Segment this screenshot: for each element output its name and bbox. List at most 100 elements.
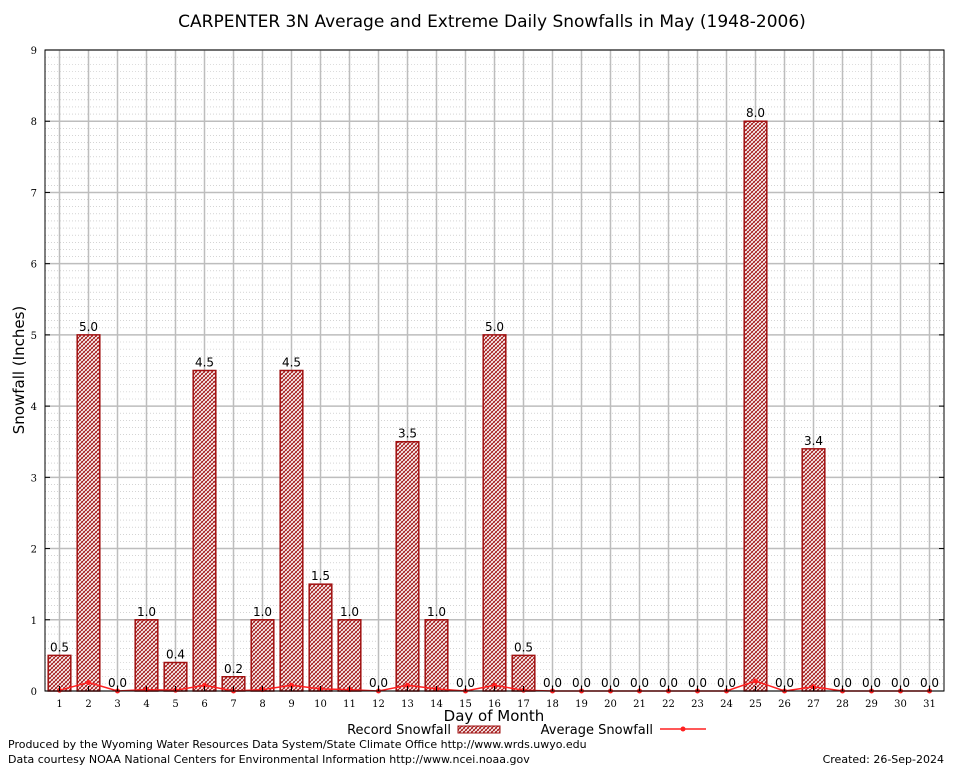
footer-produced-by: Produced by the Wyoming Water Resources … (8, 738, 587, 751)
bar-label-day-9: 4.5 (282, 356, 301, 370)
average-point-day-9 (289, 682, 294, 688)
bar-day-27 (801, 448, 826, 692)
bar-label-day-13: 3.5 (398, 427, 417, 441)
average-point-day-16 (492, 682, 497, 688)
bar-label-day-3: 0.0 (108, 676, 127, 690)
legend-record-label: Record Snowfall (347, 723, 451, 738)
x-tick-label: 31 (923, 699, 936, 710)
bar-label-day-8: 1.0 (253, 605, 272, 619)
y-tick-label: 2 (31, 545, 37, 556)
legend-record-swatch (457, 725, 501, 734)
x-tick-label: 23 (691, 699, 704, 710)
bar-label-day-16: 5.0 (485, 320, 504, 334)
bar-day-10 (308, 583, 333, 692)
x-tick-label: 20 (604, 699, 617, 710)
bar-label-day-31: 0.0 (920, 676, 939, 690)
bar-label-day-21: 0.0 (630, 676, 649, 690)
x-tick-label: 4 (143, 699, 149, 710)
y-tick-label: 6 (31, 260, 37, 271)
y-tick-label: 1 (31, 616, 37, 627)
legend-average-label: Average Snowfall (541, 723, 653, 738)
x-tick-label: 27 (807, 699, 820, 710)
bar-label-day-14: 1.0 (427, 605, 446, 619)
y-tick-label: 5 (31, 331, 37, 342)
bar-day-11 (337, 619, 362, 692)
bars (47, 120, 826, 692)
x-tick-label: 13 (401, 699, 414, 710)
x-tick-label: 26 (778, 699, 791, 710)
x-tick-label: 3 (114, 699, 120, 710)
bar-label-day-12: 0.0 (369, 676, 388, 690)
bar-label-day-1: 0.5 (50, 640, 69, 654)
x-tick-label: 21 (633, 699, 646, 710)
x-tick-label: 9 (288, 699, 294, 710)
bar-label-day-19: 0.0 (572, 676, 591, 690)
y-tick-label: 4 (31, 402, 37, 413)
x-tick-label: 5 (172, 699, 178, 710)
average-point-day-6 (202, 682, 207, 688)
x-tick-label: 28 (836, 699, 849, 710)
x-tick-label: 1 (56, 699, 62, 710)
x-tick-label: 24 (720, 699, 733, 710)
bar-label-day-28: 0.0 (833, 676, 852, 690)
y-axis-label: Snowfall (Inches) (10, 306, 28, 434)
bar-label-day-27: 3.4 (804, 434, 823, 448)
bar-day-9 (279, 369, 304, 692)
bar-label-day-5: 0.4 (166, 648, 185, 662)
bar-label-day-23: 0.0 (688, 676, 707, 690)
bar-day-14 (424, 619, 449, 692)
bar-label-day-15: 0.0 (456, 676, 475, 690)
footer-data-courtesy: Data courtesy NOAA National Centers for … (8, 753, 530, 766)
bar-label-day-25: 8.0 (746, 106, 765, 120)
bar-label-day-10: 1.5 (311, 569, 330, 583)
x-axis-label: Day of Month (444, 707, 545, 725)
x-tick-label: 18 (546, 699, 559, 710)
x-tick-label: 16 (488, 699, 501, 710)
bar-label-day-20: 0.0 (601, 676, 620, 690)
x-tick-label: 7 (230, 699, 236, 710)
bar-day-4 (134, 619, 159, 692)
x-tick-label: 15 (459, 699, 472, 710)
y-tick-label: 3 (31, 473, 37, 484)
bar-label-day-22: 0.0 (659, 676, 678, 690)
bar-label-day-26: 0.0 (775, 676, 794, 690)
bar-day-13 (395, 440, 420, 692)
bar-label-day-4: 1.0 (137, 605, 156, 619)
chart-title: CARPENTER 3N Average and Extreme Daily S… (178, 12, 806, 32)
bar-label-day-24: 0.0 (717, 676, 736, 690)
footer-created: Created: 26-Sep-2024 (823, 753, 944, 766)
x-tick-label: 29 (865, 699, 878, 710)
x-tick-label: 2 (85, 699, 91, 710)
y-tick-label: 8 (31, 117, 37, 128)
x-tick-label: 11 (343, 699, 356, 710)
average-point-day-13 (405, 682, 410, 688)
x-tick-label: 22 (662, 699, 675, 710)
average-point-day-25 (753, 678, 758, 684)
legend: Record Snowfall Average Snowfall (347, 723, 706, 738)
x-tick-label: 8 (259, 699, 265, 710)
data-labels: 0.5 5.0 0.0 1.0 0.4 4.5 0.2 1.0 4.5 1.5 1.0 0.0 3.5 1… (50, 106, 939, 690)
bar-day-6 (192, 369, 217, 692)
x-tick-label: 14 (430, 699, 443, 710)
bar-label-day-2: 5.0 (79, 320, 98, 334)
bar-label-day-17: 0.5 (514, 640, 533, 654)
average-point-day-2 (86, 679, 91, 685)
bar-day-25 (743, 120, 768, 692)
bar-day-2 (76, 334, 101, 692)
x-tick-label: 30 (894, 699, 907, 710)
x-tick-label: 10 (314, 699, 327, 710)
bar-day-1 (47, 654, 72, 692)
legend-average-marker (680, 726, 686, 732)
x-tick-label: 12 (372, 699, 385, 710)
bar-label-day-7: 0.2 (224, 662, 243, 676)
y-tick-label: 9 (31, 46, 37, 57)
bar-day-17 (511, 654, 536, 692)
bar-day-16 (482, 334, 507, 692)
bar-label-day-18: 0.0 (543, 676, 562, 690)
y-tick-label: 0 (31, 687, 37, 698)
bar-label-day-30: 0.0 (891, 676, 910, 690)
x-tick-label: 25 (749, 699, 762, 710)
x-tick-label: 19 (575, 699, 588, 710)
